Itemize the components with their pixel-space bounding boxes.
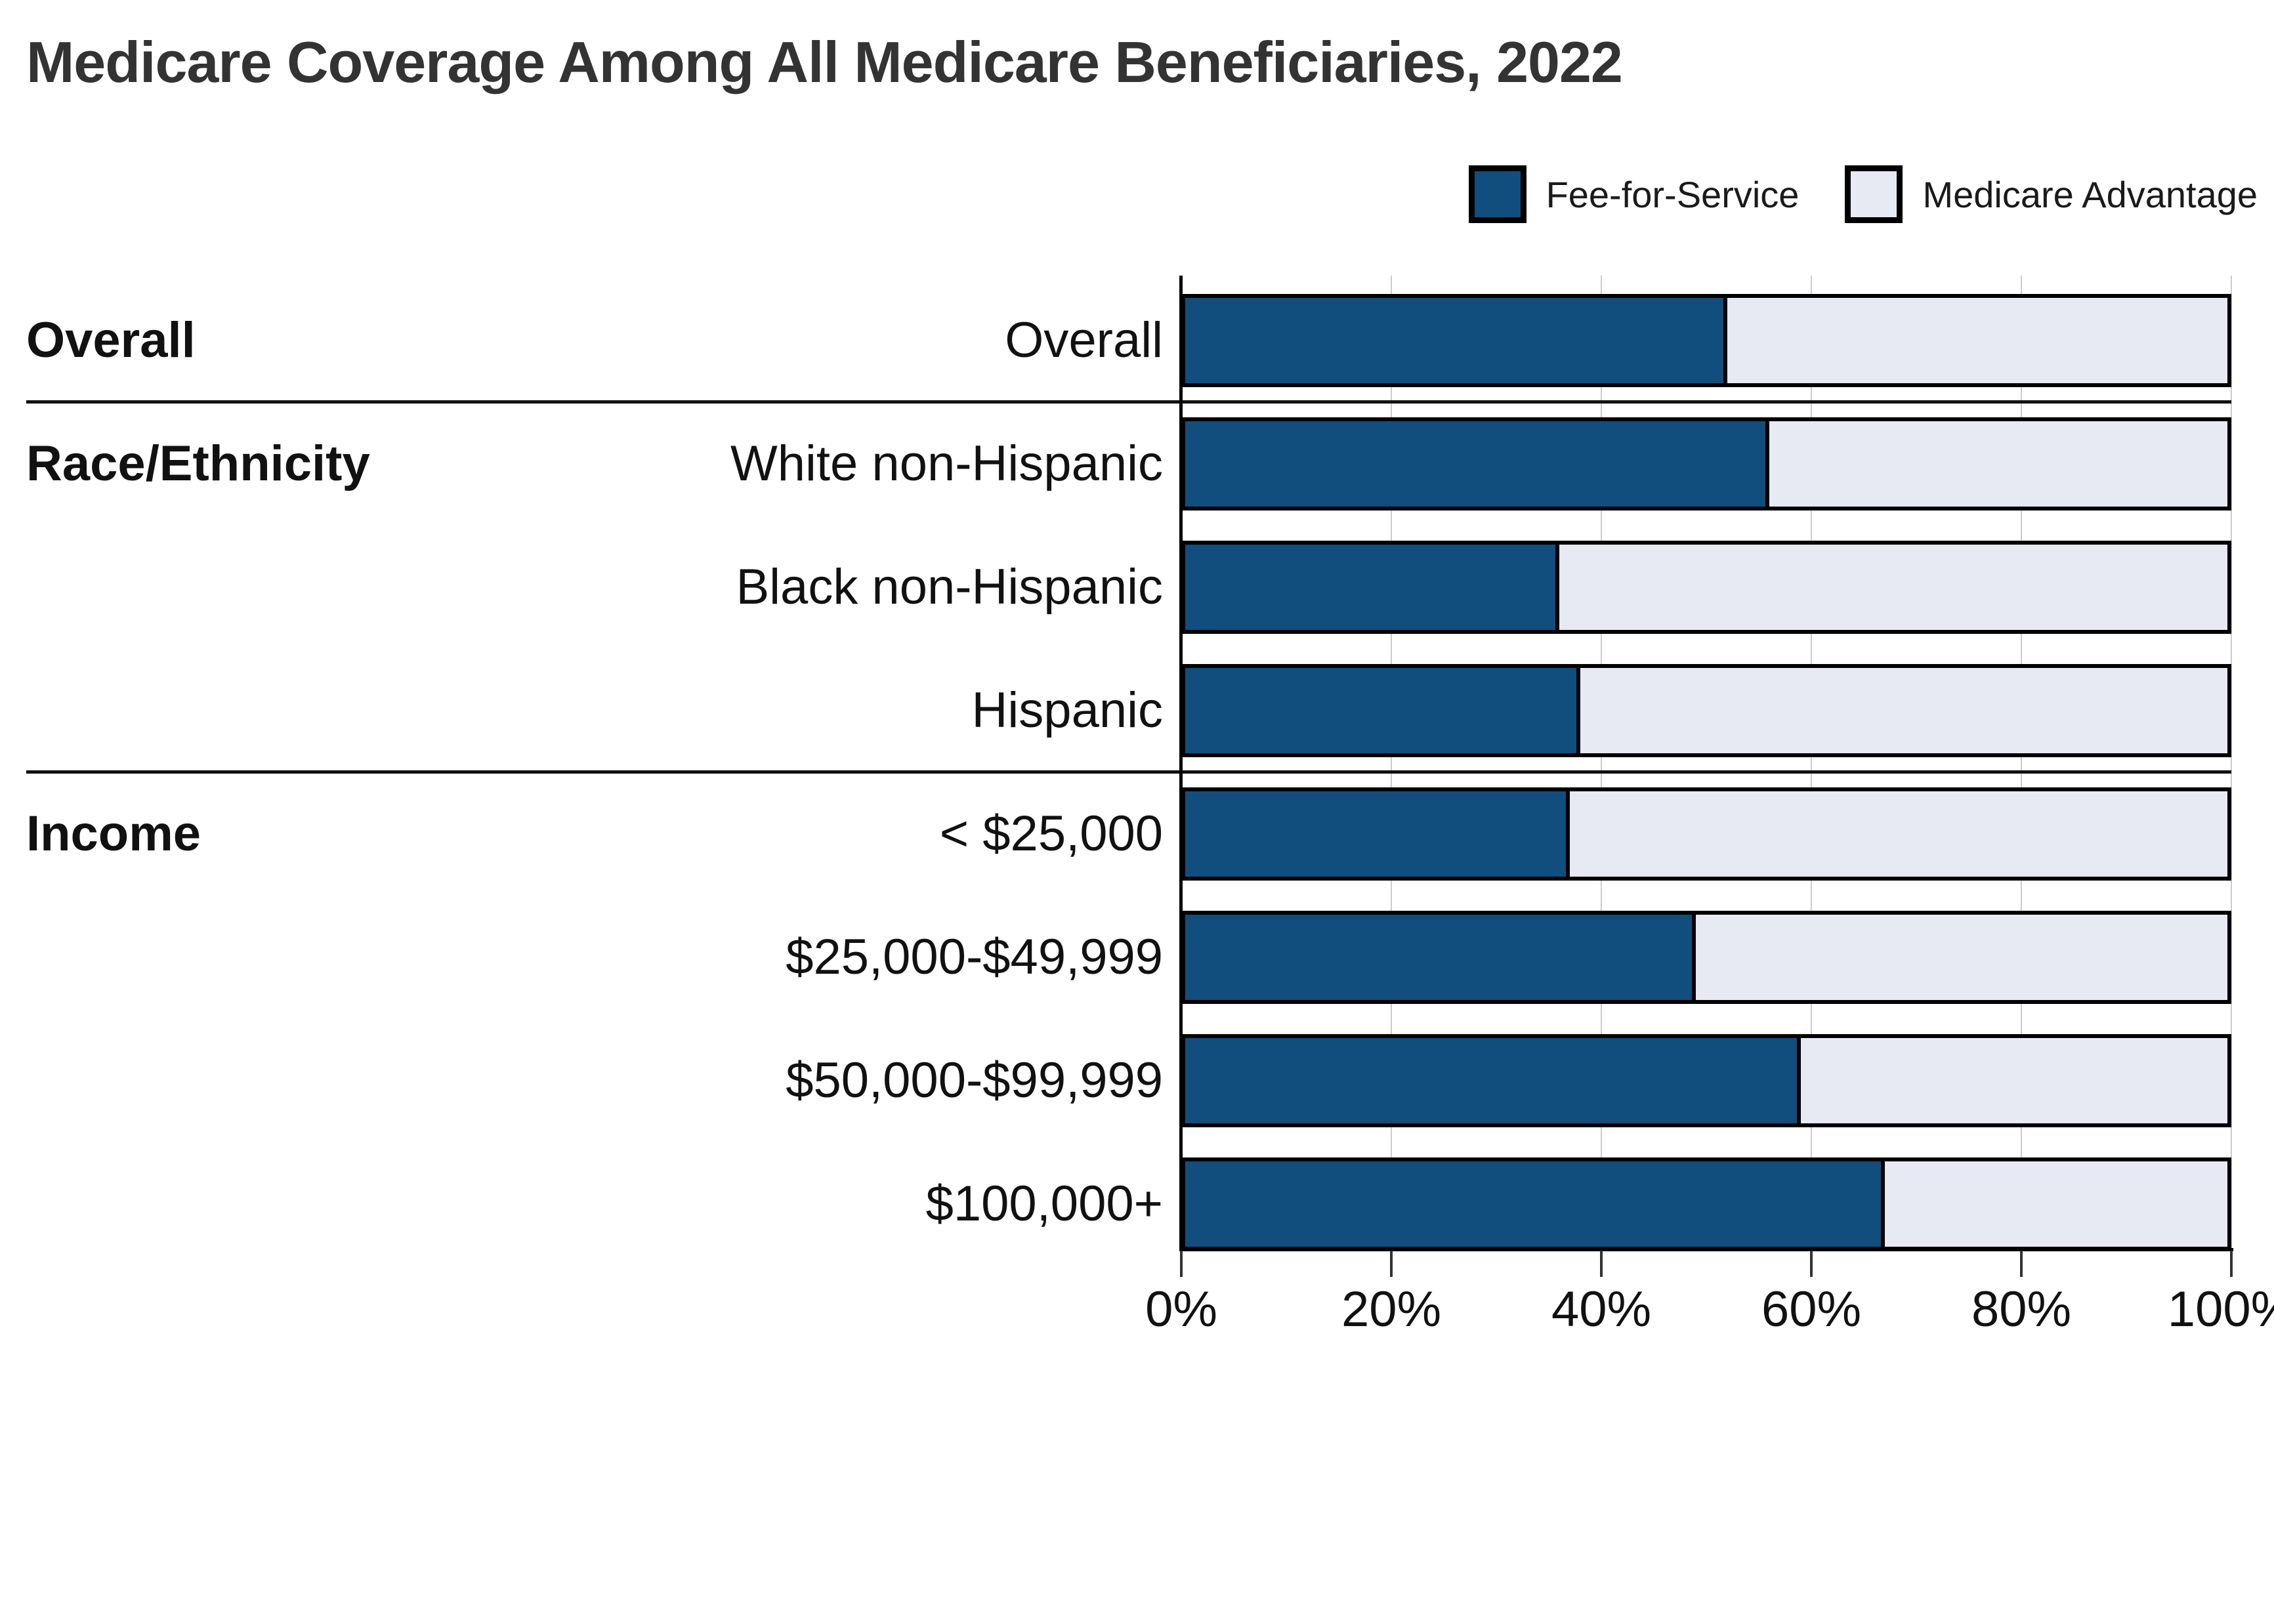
x-axis-tick-label: 60% — [1761, 1281, 1862, 1337]
bar-segment-fee-for-service[interactable] — [1181, 1034, 1801, 1127]
x-axis-tick — [1600, 1251, 1603, 1277]
x-axis-tick — [1180, 1251, 1183, 1277]
bar-segment-fee-for-service[interactable] — [1181, 1157, 1885, 1251]
gridline — [2021, 276, 2022, 1251]
x-axis-tick-label: 100% — [2167, 1281, 2274, 1337]
group-separator — [26, 770, 2231, 774]
x-axis-tick-label: 0% — [1145, 1281, 1217, 1337]
group-label-overall: Overall — [26, 312, 196, 368]
row-label: Hispanic — [971, 682, 1163, 738]
x-axis-tick — [2230, 1251, 2233, 1277]
legend-label: Fee-for-Service — [1546, 173, 1800, 215]
bar-segment-medicare-advantage[interactable] — [1555, 541, 2231, 634]
bar-segment-medicare-advantage[interactable] — [1576, 664, 2231, 757]
row-label: White non-Hispanic — [730, 436, 1163, 491]
bar-segment-fee-for-service[interactable] — [1181, 294, 1727, 387]
row-label: $50,000-$99,999 — [786, 1052, 1163, 1108]
bar-segment-medicare-advantage[interactable] — [1723, 294, 2231, 387]
bar-segment-medicare-advantage[interactable] — [1765, 417, 2231, 510]
page-title: Medicare Coverage Among All Medicare Ben… — [26, 30, 1623, 94]
fee-for-service-swatch-icon — [1468, 165, 1527, 223]
gridline — [1811, 276, 1812, 1251]
bar-segment-fee-for-service[interactable] — [1181, 417, 1769, 510]
x-axis-line — [1179, 1248, 2233, 1251]
x-axis-tick-label: 40% — [1551, 1281, 1652, 1337]
bar-segment-medicare-advantage[interactable] — [1692, 911, 2231, 1004]
gridline — [1601, 276, 1602, 1251]
legend-item-fee-for-service[interactable]: Fee-for-Service — [1468, 165, 1800, 223]
gridline — [1391, 276, 1392, 1251]
bar-segment-fee-for-service[interactable] — [1181, 664, 1580, 757]
bar-segment-medicare-advantage[interactable] — [1881, 1157, 2231, 1251]
row-label: < $25,000 — [939, 806, 1163, 862]
x-axis-tick — [1390, 1251, 1393, 1277]
legend: Fee-for-Service Medicare Advantage — [1468, 165, 2258, 223]
row-label: $100,000+ — [925, 1176, 1163, 1232]
row-label: Black non-Hispanic — [736, 559, 1163, 615]
bar-segment-medicare-advantage[interactable] — [1566, 787, 2231, 881]
legend-item-medicare-advantage[interactable]: Medicare Advantage — [1845, 165, 2258, 223]
row-label: $25,000-$49,999 — [786, 929, 1163, 985]
y-axis-line — [1179, 276, 1183, 1251]
x-axis-tick — [1810, 1251, 1813, 1277]
legend-label: Medicare Advantage — [1922, 173, 2258, 215]
group-label-race-ethnicity: Race/Ethnicity — [26, 436, 370, 491]
x-axis-tick-label: 20% — [1341, 1281, 1442, 1337]
medicare-advantage-swatch-icon — [1845, 165, 1903, 223]
x-axis-tick — [2020, 1251, 2023, 1277]
bar-segment-fee-for-service[interactable] — [1181, 911, 1696, 1004]
row-label: Overall — [1005, 312, 1163, 368]
bar-segment-fee-for-service[interactable] — [1181, 787, 1570, 881]
bar-segment-fee-for-service[interactable] — [1181, 541, 1559, 634]
group-separator — [26, 400, 2231, 404]
group-label-income: Income — [26, 806, 201, 862]
gridline — [2231, 276, 2232, 1251]
x-axis-tick-label: 80% — [1971, 1281, 2072, 1337]
bar-segment-medicare-advantage[interactable] — [1797, 1034, 2231, 1127]
